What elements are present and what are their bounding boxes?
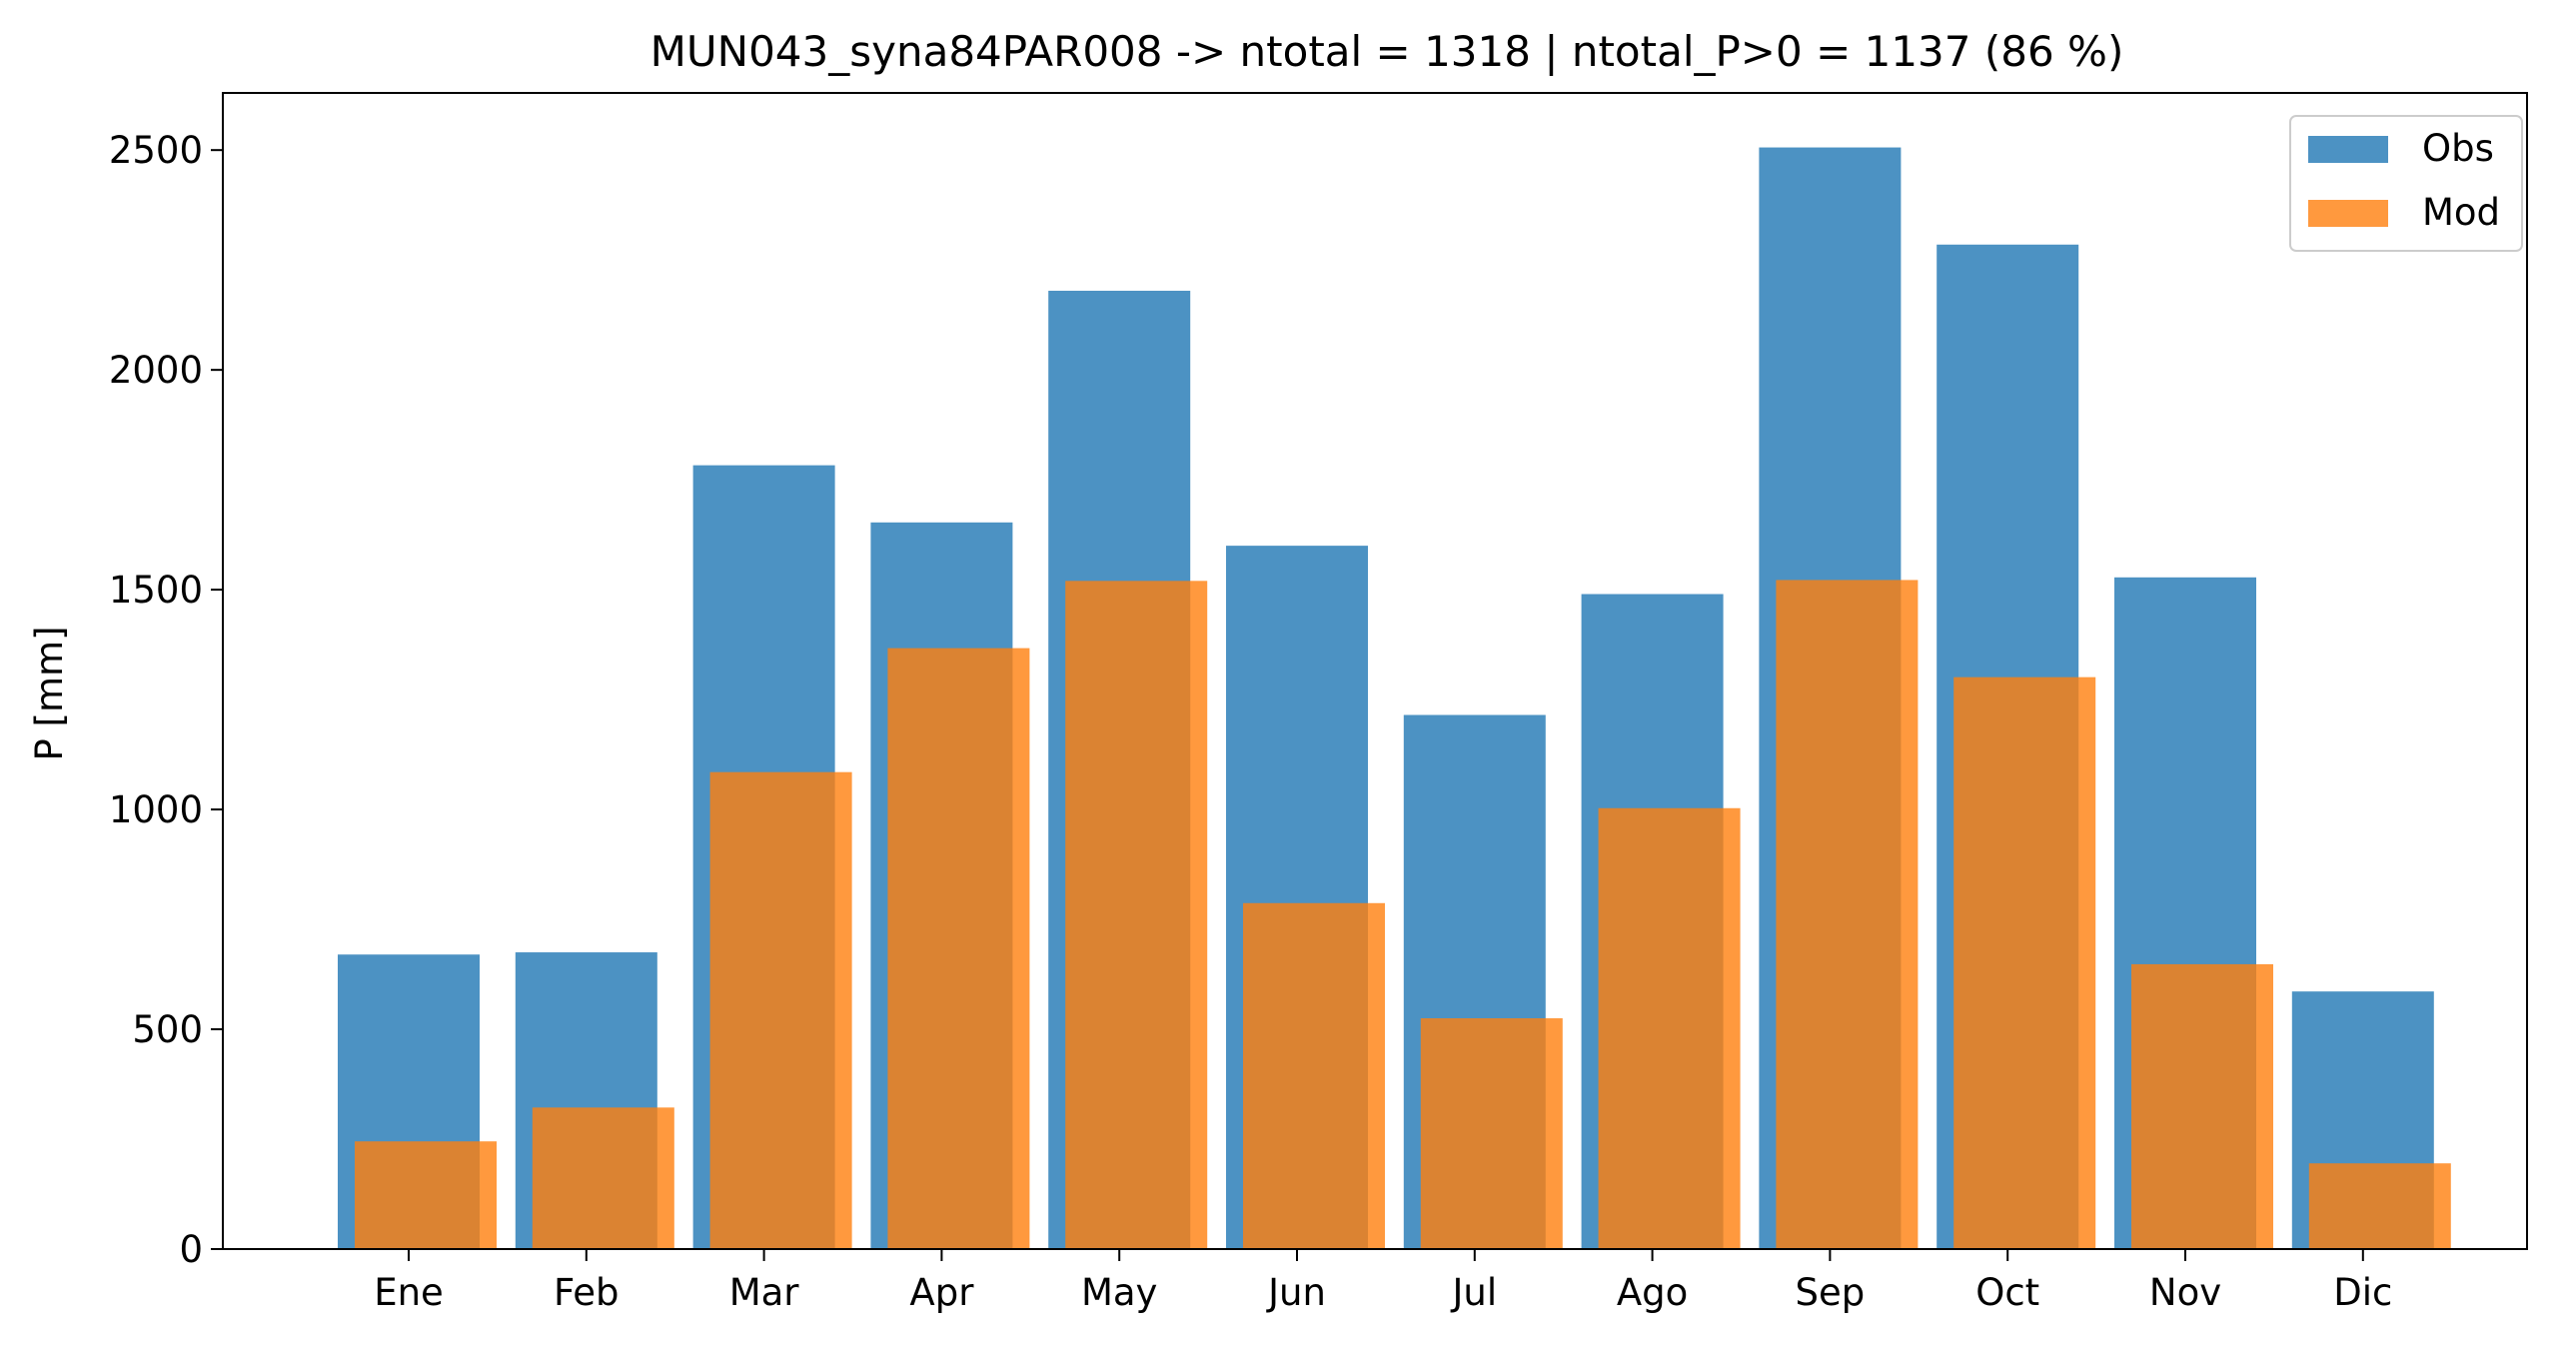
y-tick-label-1500: 1500 xyxy=(109,569,203,612)
plot-frame xyxy=(222,92,2528,1250)
chart-title: MUN043_syna84PAR008 -> ntotal = 1318 | n… xyxy=(650,27,2124,76)
y-tick-label-0: 0 xyxy=(179,1228,203,1271)
x-tick-label-feb: Feb xyxy=(554,1271,620,1314)
x-tick-label-oct: Oct xyxy=(1975,1271,2039,1314)
y-ticks-group: 0 500 1000 1500 2000 2500 xyxy=(109,129,223,1271)
x-tick-label-jun: Jun xyxy=(1266,1271,1326,1314)
bar-mod-ene xyxy=(355,1141,497,1249)
bar-mod-feb xyxy=(532,1107,674,1249)
bar-mod-dic xyxy=(2308,1163,2451,1249)
bar-mod-oct xyxy=(1953,676,2096,1249)
bar-mod-apr xyxy=(887,648,1030,1249)
legend: Obs Mod xyxy=(2289,115,2523,252)
x-tick-label-dic: Dic xyxy=(2333,1271,2392,1314)
y-axis-label: P [mm] xyxy=(28,626,71,760)
y-tick-label-500: 500 xyxy=(132,1008,203,1051)
x-tick-label-may: May xyxy=(1081,1271,1158,1314)
x-tick-label-apr: Apr xyxy=(909,1271,974,1314)
bar-mod-jun xyxy=(1243,902,1385,1249)
bar-mod-mar xyxy=(709,771,852,1249)
legend-label-mod: Mod xyxy=(2422,191,2500,234)
y-tick-label-2000: 2000 xyxy=(109,349,203,392)
x-tick-label-mar: Mar xyxy=(729,1271,800,1314)
bars-group xyxy=(338,147,2451,1250)
x-tick-label-ene: Ene xyxy=(374,1271,444,1314)
x-tick-label-ago: Ago xyxy=(1617,1271,1688,1314)
bar-mod-may xyxy=(1065,581,1208,1249)
y-tick-label-1000: 1000 xyxy=(109,788,203,831)
bar-mod-sep xyxy=(1776,580,1919,1249)
legend-label-obs: Obs xyxy=(2422,127,2494,170)
x-tick-label-nov: Nov xyxy=(2149,1271,2221,1314)
x-ticks-group: Ene Feb Mar Apr May Jun Jul Ago Sep Oct Nov Dic xyxy=(374,1249,2392,1314)
bar-mod-nov xyxy=(2131,963,2273,1249)
x-tick-label-jul: Jul xyxy=(1450,1271,1497,1314)
bar-mod-ago xyxy=(1598,807,1741,1249)
legend-swatch-mod xyxy=(2308,200,2388,227)
bar-mod-jul xyxy=(1420,1018,1563,1249)
legend-swatch-obs xyxy=(2308,136,2388,163)
x-tick-label-sep: Sep xyxy=(1796,1271,1866,1314)
y-tick-label-2500: 2500 xyxy=(109,129,203,172)
